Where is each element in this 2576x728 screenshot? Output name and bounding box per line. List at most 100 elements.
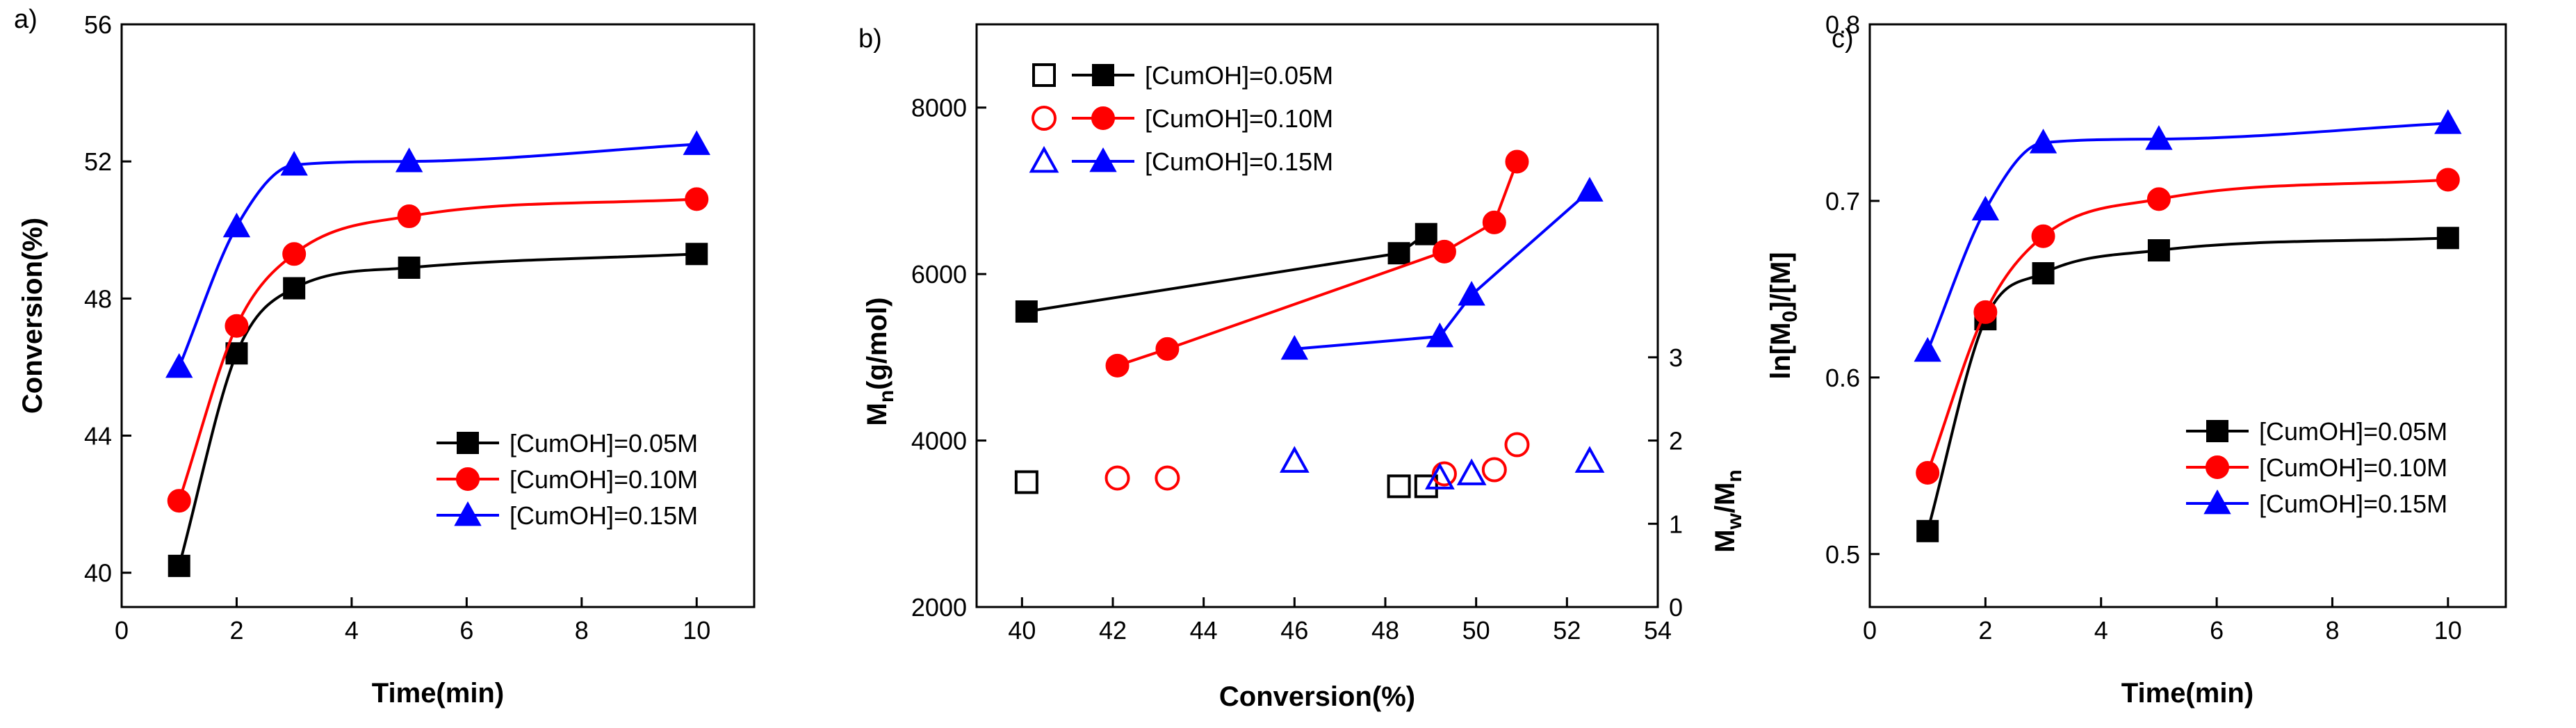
panel-c-label: c) [1832, 24, 1854, 54]
x-tick-label: 8 [575, 616, 589, 645]
legend-label: [CumOH]=0.05M [1145, 61, 1333, 90]
series-line [177, 252, 697, 567]
data-point-pdi [1104, 465, 1130, 491]
y2-tick-label: 1 [1669, 510, 1683, 538]
series-line [1294, 189, 1591, 350]
panel-c-ylabel-post: ]/[M] [1766, 252, 1796, 310]
panel-a-ticks: 0 2 4 6 8 10 40 44 48 52 56 [84, 10, 710, 645]
data-point-mn [1432, 239, 1456, 264]
x-tick-label: 2 [1978, 616, 1992, 645]
data-point [1973, 300, 1998, 324]
panel-a-plot-frame [120, 23, 756, 608]
y-tick-label: 4000 [911, 427, 967, 455]
data-point [280, 151, 308, 176]
data-point [2436, 168, 2460, 192]
data-point [685, 243, 708, 266]
data-point [225, 314, 249, 338]
x-tick-label: 4 [345, 616, 359, 645]
legend-marker [2206, 420, 2228, 442]
x-tick-label: 52 [1553, 616, 1581, 645]
x-tick-label: 10 [683, 616, 710, 645]
panel-c-legend: [CumOH]=0.05M [CumOH]=0.10M [CumOH]=0.15M [2186, 417, 2447, 518]
data-point [685, 187, 709, 211]
legend-label: [CumOH]=0.15M [1145, 147, 1333, 176]
data-point [398, 256, 421, 279]
y2-tick-label: 2 [1669, 427, 1683, 455]
x-tick-label: 54 [1644, 616, 1672, 645]
data-point-pdi [1431, 461, 1457, 487]
x-tick-label: 40 [1008, 616, 1036, 645]
x-tick-label: 44 [1190, 616, 1218, 645]
data-point [2145, 125, 2173, 150]
panel-c: c) 0 2 4 6 8 100.50.60.70.8 Time(min) ln[M0]/… [1766, 10, 2507, 709]
panel-c-ylabel: ln[M0]/[M] [1766, 252, 1802, 379]
legend-marker [1091, 106, 1115, 130]
legend-marker [456, 467, 480, 491]
panel-b-legend: [CumOH]=0.05M [CumOH]=0.10M [CumOH]=0.15M [1029, 61, 1333, 176]
panel-c-ylabel-sub: 0 [1779, 311, 1802, 323]
panel-c-ticks: 0 2 4 6 8 10 0.5 0.6 0.7 0.8 [1825, 10, 2462, 645]
data-point [168, 554, 190, 577]
panel-c-ylabel-pre: ln[M [1766, 322, 1796, 379]
y-tick-label: 44 [84, 422, 112, 451]
data-point-pdi [1414, 474, 1438, 499]
y-tick-label: 0.7 [1825, 187, 1860, 216]
panel-b-y2label-a: M [1710, 529, 1741, 552]
panel-a-series [165, 130, 710, 577]
legend-marker [457, 432, 479, 454]
data-point-mn [1482, 210, 1506, 234]
data-point [683, 130, 710, 155]
data-point [222, 212, 251, 238]
panel-a-label: a) [14, 5, 38, 34]
x-tick-label: 10 [2434, 616, 2462, 645]
legend-label: [CumOH]=0.05M [510, 429, 698, 458]
panel-b-label: b) [858, 24, 882, 54]
y-tick-label: 0.8 [1825, 10, 1860, 39]
data-point-mn [1155, 337, 1180, 361]
series-line [1026, 233, 1427, 313]
x-tick-label: 2 [229, 616, 243, 645]
panel-b-y2label: Mw/Mn [1710, 469, 1746, 552]
x-tick-label: 42 [1099, 616, 1127, 645]
legend-marker [454, 501, 482, 526]
panel-a-ylabel: Conversion(%) [17, 218, 48, 414]
series-line [177, 197, 697, 501]
data-point [1916, 461, 1940, 485]
legend-label: [CumOH]=0.10M [1145, 104, 1333, 133]
data-point [397, 204, 421, 229]
legend-hollow-marker [1032, 63, 1056, 87]
legend-label: [CumOH]=0.10M [510, 465, 698, 494]
data-point [283, 277, 306, 300]
data-point-mn [1426, 322, 1454, 348]
y2-tick-label: 3 [1669, 343, 1683, 372]
y-tick-label: 8000 [911, 94, 967, 122]
panel-c-series [1914, 109, 2462, 542]
data-point [1916, 519, 1939, 542]
data-point-mn [1387, 242, 1410, 265]
panel-b-series [1014, 149, 1605, 499]
legend-label: [CumOH]=0.05M [2259, 417, 2447, 446]
data-point-mn [1280, 334, 1309, 360]
x-tick-label: 0 [1863, 616, 1877, 645]
data-point-pdi [1155, 465, 1180, 491]
y-tick-label: 0.6 [1825, 364, 1860, 392]
data-point [2029, 129, 2057, 154]
y-tick-label: 52 [84, 147, 112, 176]
data-point [2434, 109, 2462, 134]
legend-hollow-marker [1029, 145, 1059, 173]
series-line [177, 143, 697, 368]
panel-b-ylabel-rest: (g/mol) [862, 298, 892, 390]
data-point [167, 489, 191, 513]
data-point-pdi [1504, 432, 1530, 458]
data-point-pdi [1014, 470, 1038, 494]
data-point-mn [1576, 177, 1604, 202]
legend-hollow-marker [1032, 106, 1057, 131]
data-point [282, 242, 307, 266]
series-line [1926, 122, 2448, 352]
x-tick-label: 46 [1280, 616, 1308, 645]
series-line [1926, 236, 2448, 532]
panel-c-xlabel: Time(min) [2121, 678, 2253, 709]
data-point-pdi [1456, 458, 1487, 485]
panel-b-ylabel-sub: n [875, 390, 898, 403]
panel-b-y2label-a-sub: w [1723, 512, 1746, 530]
